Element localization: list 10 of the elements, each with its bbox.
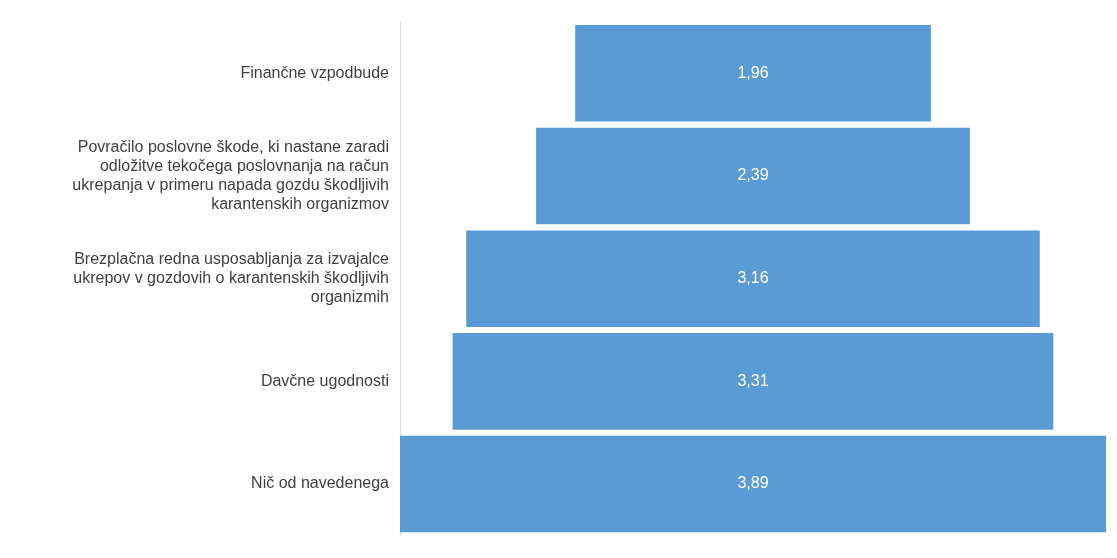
category-label: Davčne ugodnosti xyxy=(260,371,389,389)
data-label: 1,96 xyxy=(737,63,769,81)
data-label: 3,89 xyxy=(737,474,769,492)
category-label: Nič od navedenega xyxy=(251,474,390,492)
data-label: 3,31 xyxy=(737,371,769,389)
category-label: Povračilo poslovne škode, ki nastane zaradi odložitve tekočega poslovnanja na račun ukrepanja v primeru napada gozdu škodljivih karantenskih organizmov xyxy=(72,137,389,213)
category-label: Finančne vzpodbude xyxy=(240,63,390,81)
category-label: Brezplačna redna usposabljanja za izvajalce ukrepov v gozdovih o karantenskih škodljivih organizmih xyxy=(73,249,390,306)
data-label: 3,16 xyxy=(737,269,769,287)
data-label: 2,39 xyxy=(737,166,769,184)
